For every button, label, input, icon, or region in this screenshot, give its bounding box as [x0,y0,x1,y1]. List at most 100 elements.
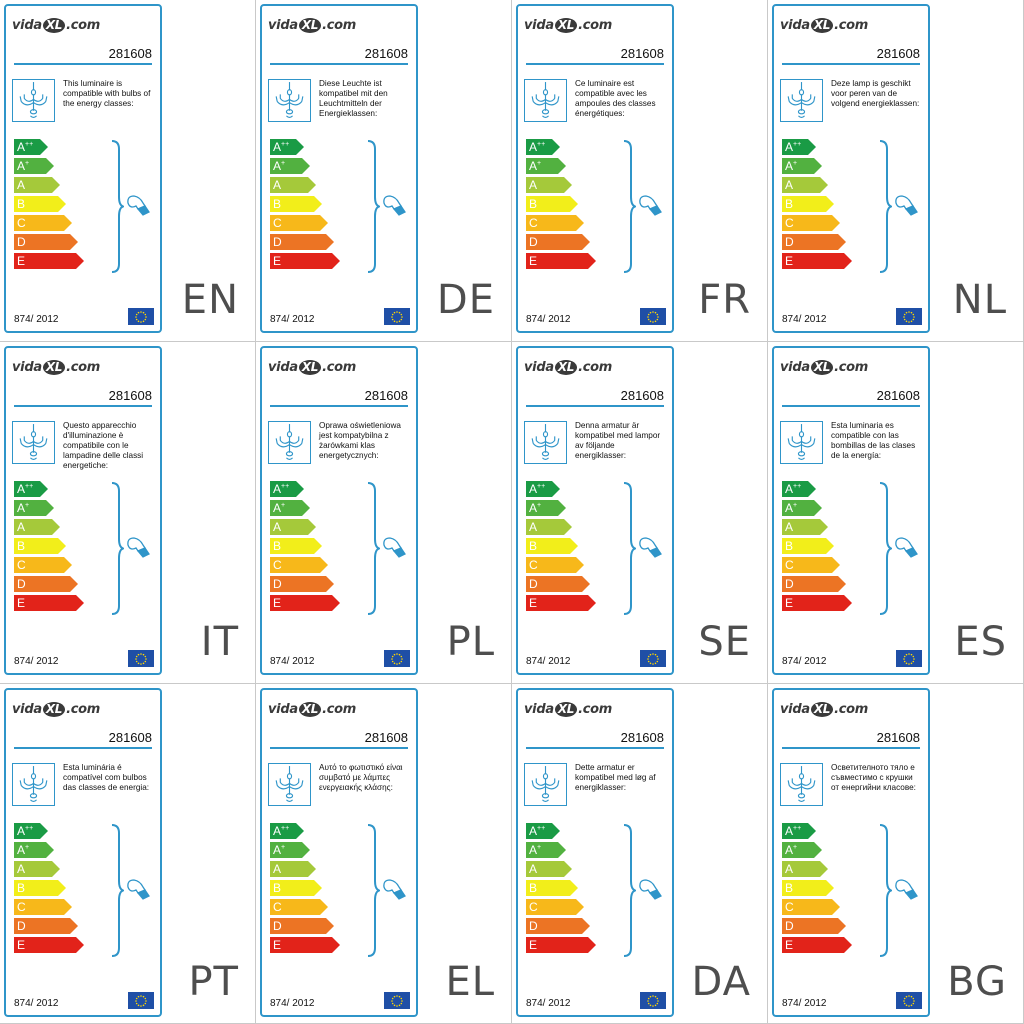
energy-class-bar: D [782,234,846,250]
regulation-number: 874/ 2012 [526,656,571,667]
energy-class-bar: E [270,253,340,269]
energy-class-plus: ++ [537,825,546,832]
logo-mark: XL [42,18,66,33]
energy-label-card: vida XL .com 281608 [516,688,674,1017]
energy-label-card: vida XL .com 281608 [516,4,674,333]
divider [14,405,152,407]
energy-class-bar: A+ [270,842,310,858]
language-code: SE [698,619,751,665]
energy-class-scale: A++ A+ A B C D E [14,481,84,614]
logo-text-right: .com [66,360,101,375]
energy-class-bar: A [14,177,60,193]
energy-class-plus: + [281,160,286,167]
logo-text-right: .com [322,702,357,717]
energy-class-bar: B [270,196,322,212]
energy-label-card: vida XL .com 281608 [260,4,418,333]
energy-class-bar: A [270,177,316,193]
energy-class-bar: A [782,861,828,877]
product-code: 281608 [108,730,152,745]
energy-class-bar: C [14,899,72,915]
logo-mark: XL [554,702,578,717]
energy-class-bar: B [782,538,834,554]
divider [526,747,664,749]
logo-text-right: .com [834,360,869,375]
language-code: DA [691,959,751,1005]
regulation-number: 874/ 2012 [782,314,827,325]
product-code: 281608 [876,46,920,61]
energy-class-bar: E [526,937,596,953]
language-code: EL [445,959,495,1005]
energy-class-letter: B [273,539,282,553]
energy-class-letter: B [529,539,538,553]
energy-class-letter: A [17,140,26,154]
vidaxl-logo: vida XL .com [12,360,100,375]
energy-class-bar: A+ [782,842,822,858]
language-code: PT [188,959,239,1005]
energy-class-letter: C [17,216,26,230]
energy-class-bar: E [14,937,84,953]
bulb-icon [895,879,918,900]
energy-class-bar: A+ [270,158,310,174]
eu-flag-icon [384,650,410,667]
brace-icon [879,824,892,957]
product-code: 281608 [364,46,408,61]
bulb-icon [639,879,662,900]
regulation-number: 874/ 2012 [270,314,315,325]
regulation-number: 874/ 2012 [526,998,571,1009]
energy-class-bar: C [782,899,840,915]
energy-class-letter: A [529,140,538,154]
energy-class-bar: E [782,937,852,953]
energy-class-bar: A [14,519,60,535]
energy-class-plus: + [281,844,286,851]
energy-class-letter: A [273,843,282,857]
energy-class-bar: A++ [270,823,304,839]
energy-class-bar: E [782,253,852,269]
product-code: 281608 [364,730,408,745]
product-code: 281608 [620,730,664,745]
energy-class-bar: A+ [14,842,54,858]
energy-class-letter: A [273,140,282,154]
energy-class-bar: A+ [526,500,566,516]
product-code: 281608 [108,388,152,403]
energy-class-bar: A [270,861,316,877]
energy-class-letter: A [273,178,282,192]
chandelier-icon [780,421,823,464]
compatibility-text: Esta luminária é compatível com bulbos d… [63,763,150,792]
brace-icon [367,824,380,957]
compatibility-text: Deze lamp is geschikt voor peren van de … [831,79,920,108]
energy-class-letter: D [785,235,794,249]
divider [270,747,408,749]
energy-class-letter: E [785,254,794,268]
logo-text-right: .com [322,18,357,33]
logo-text-right: .com [66,702,101,717]
energy-class-letter: A [17,843,26,857]
divider [526,405,664,407]
energy-class-bar: A+ [526,158,566,174]
logo-mark: XL [810,702,834,717]
energy-class-letter: E [273,254,282,268]
chandelier-icon [268,421,311,464]
language-code: IT [200,619,239,665]
logo-mark: XL [298,18,322,33]
bulb-icon [895,537,918,558]
energy-class-letter: A [273,501,282,515]
chandelier-icon [780,763,823,806]
logo-text-right: .com [834,702,869,717]
logo-text-left: vida [524,702,554,717]
energy-class-letter: B [273,197,282,211]
energy-label-card: vida XL .com 281608 [4,688,162,1017]
bulb-icon [639,195,662,216]
energy-label-card: vida XL .com 281608 [772,4,930,333]
eu-flag-icon [640,992,666,1009]
energy-class-bar: E [14,595,84,611]
energy-class-bar: A [526,519,572,535]
logo-mark: XL [298,702,322,717]
energy-class-plus: ++ [793,825,802,832]
energy-class-bar: B [14,538,66,554]
energy-class-bar: D [270,918,334,934]
logo-text-right: .com [66,18,101,33]
energy-class-bar: C [14,557,72,573]
energy-class-bar: A [782,519,828,535]
energy-class-letter: D [273,235,282,249]
energy-class-letter: B [17,539,26,553]
